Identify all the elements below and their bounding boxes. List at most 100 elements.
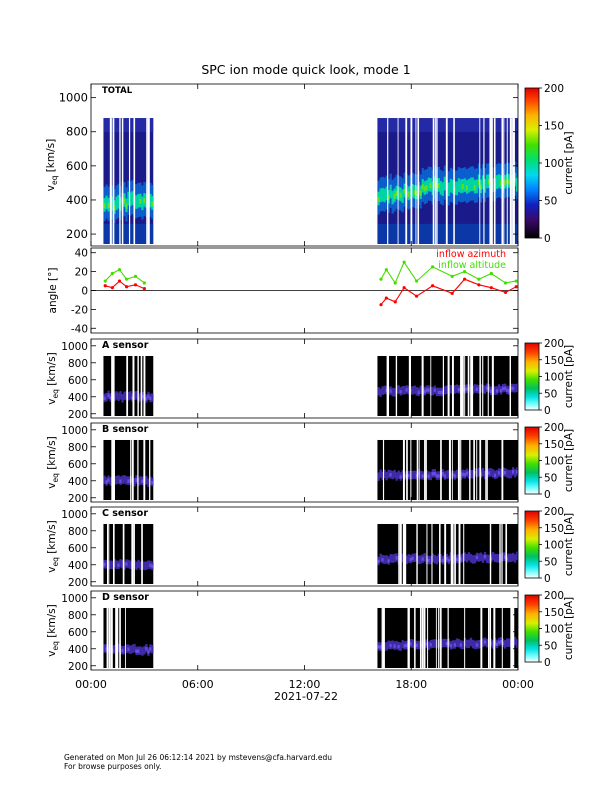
- beam-peak: [463, 473, 467, 477]
- colorbar: [524, 342, 540, 411]
- data-point: [450, 291, 454, 295]
- beam-peak: [125, 203, 128, 209]
- data-gap: [455, 523, 457, 584]
- data-gap: [489, 523, 492, 584]
- beam-core: [115, 196, 118, 211]
- beam-peak: [381, 557, 384, 562]
- data-gap: [480, 607, 483, 668]
- panel-label: TOTAL: [102, 86, 133, 96]
- beam-peak: [465, 387, 469, 391]
- beam-core: [413, 385, 416, 395]
- data-point: [142, 287, 146, 291]
- beam-peak: [107, 393, 110, 398]
- y-tick-label: 200: [68, 577, 88, 589]
- beam-peak: [475, 643, 479, 647]
- beam-peak: [437, 183, 440, 189]
- beam-core: [435, 639, 438, 649]
- beam-peak: [445, 641, 449, 646]
- beam-core: [435, 387, 438, 397]
- beam-core: [381, 471, 384, 481]
- beam-peak: [149, 647, 152, 651]
- beam-peak: [105, 480, 108, 484]
- beam-core: [115, 560, 118, 569]
- data-gap: [402, 523, 405, 584]
- beam-peak: [107, 478, 110, 482]
- beam-core: [393, 388, 396, 397]
- beam-core: [431, 639, 434, 649]
- beam-peak: [487, 179, 491, 185]
- beam-core: [509, 553, 513, 563]
- data-gap: [106, 607, 109, 668]
- beam-peak: [505, 388, 509, 392]
- beam-core: [141, 196, 144, 211]
- beam-core: [129, 391, 132, 400]
- data-gap: [398, 523, 400, 584]
- beam-peak: [461, 472, 465, 477]
- colorbar: [524, 594, 540, 663]
- beam-core: [477, 553, 481, 562]
- data-point: [393, 300, 397, 304]
- beam-core: [467, 178, 471, 193]
- beam-core: [485, 638, 489, 648]
- beam-peak: [489, 389, 493, 393]
- data-point: [110, 271, 114, 276]
- data-gap: [501, 118, 504, 244]
- panel-label: D sensor: [102, 592, 149, 603]
- data-gap: [416, 439, 418, 500]
- beam-core: [401, 385, 404, 395]
- heatmap-background: [103, 523, 154, 584]
- beam-core: [133, 391, 136, 400]
- beam-core: [121, 560, 124, 569]
- beam-core: [461, 553, 465, 562]
- beam-core: [117, 643, 120, 653]
- beam-peak: [377, 196, 380, 202]
- beam-peak: [135, 649, 138, 653]
- data-gap: [119, 118, 121, 244]
- beam-peak: [429, 642, 432, 647]
- beam-core: [477, 385, 481, 394]
- data-gap: [425, 439, 427, 500]
- beam-peak: [403, 188, 406, 194]
- beam-peak: [495, 642, 499, 647]
- colorbar-label: current [pA]: [563, 513, 575, 576]
- data-gap: [512, 118, 514, 244]
- beam-core: [391, 640, 394, 649]
- beam-core: [127, 191, 130, 206]
- data-gap: [509, 355, 511, 416]
- beam-peak: [509, 386, 513, 391]
- heatmap-background: [103, 355, 154, 416]
- colorbar-tick-label: 150: [544, 439, 564, 451]
- data-gap: [143, 355, 146, 416]
- beam-peak: [499, 640, 503, 644]
- data-gap: [132, 355, 135, 416]
- data-gap: [133, 523, 135, 584]
- data-gap: [486, 439, 488, 500]
- beam-peak: [427, 558, 430, 563]
- data-gap: [470, 355, 473, 416]
- data-gap: [122, 523, 125, 584]
- beam-core: [391, 190, 394, 205]
- data-point: [463, 270, 467, 274]
- y-tick-label: 800: [68, 442, 88, 454]
- beam-core: [139, 646, 142, 655]
- beam-core: [489, 468, 493, 477]
- beam-peak: [121, 648, 124, 653]
- beam-core: [507, 638, 511, 647]
- data-point: [124, 277, 129, 281]
- beam-peak: [483, 640, 487, 644]
- data-gap: [503, 118, 505, 244]
- y-tick-label: 400: [68, 560, 88, 572]
- beam-peak: [473, 471, 477, 475]
- beam-core: [505, 638, 509, 647]
- y-tick-label: 800: [66, 125, 88, 139]
- data-gap: [119, 607, 121, 668]
- beam-core: [495, 469, 499, 479]
- beam-peak: [403, 644, 406, 648]
- beam-core: [143, 645, 146, 655]
- beam-core: [439, 554, 442, 563]
- beam-core: [133, 477, 136, 487]
- data-gap: [430, 355, 432, 416]
